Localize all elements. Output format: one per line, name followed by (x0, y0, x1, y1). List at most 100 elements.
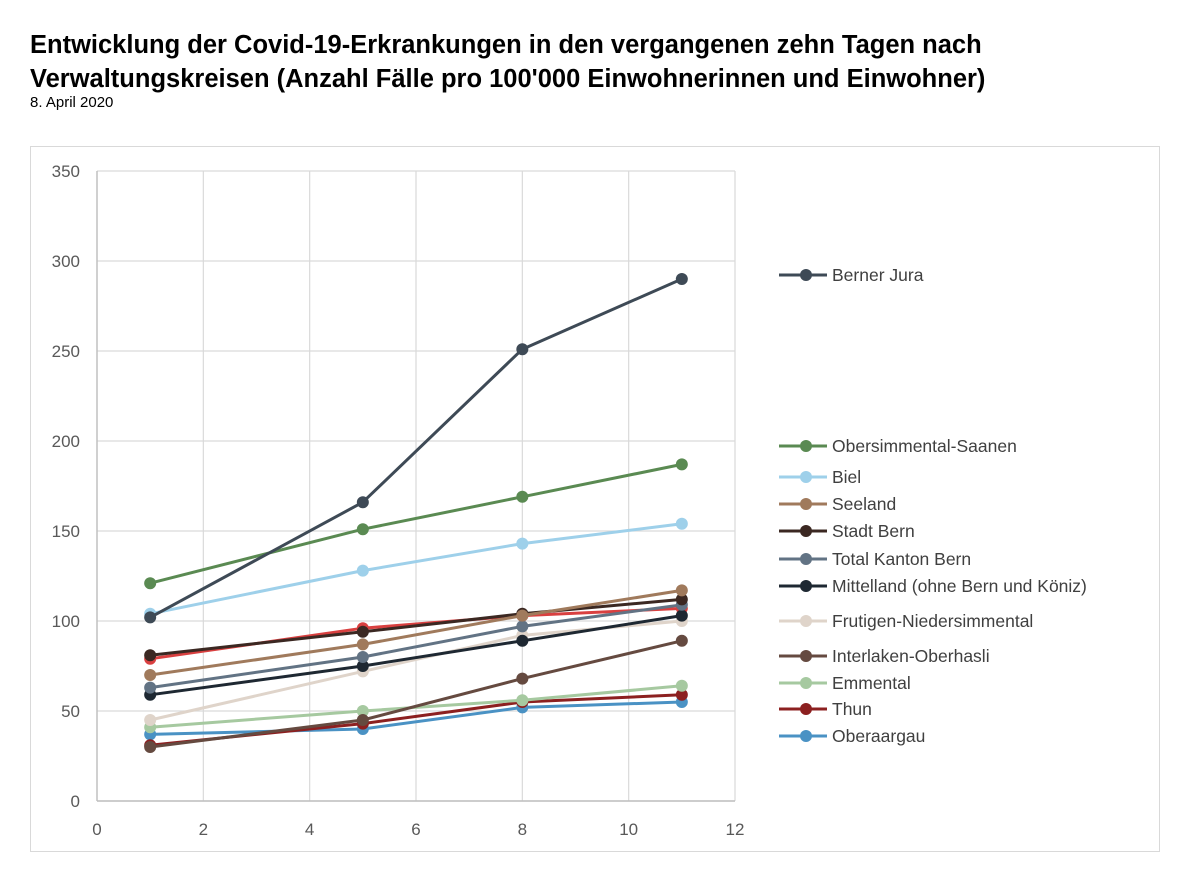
series-biel-point (516, 537, 529, 550)
y-tick-label: 350 (52, 162, 80, 181)
series-frutigen-niedersimmental-point (144, 714, 157, 726)
series-biel (144, 517, 688, 620)
legend-item-interlaken-oberhasli-label: Interlaken-Oberhasli (832, 646, 990, 666)
series-mittelland-ohne-bern-und-koeniz-point (356, 660, 369, 672)
legend-item-biel-label: Biel (832, 467, 861, 487)
series-emmental-point (516, 694, 529, 707)
legend-item-oberaargau-swatch-marker (800, 730, 812, 742)
series-seeland-point (675, 584, 688, 597)
series-seeland (144, 584, 688, 681)
series-stadt-bern-line (148, 597, 684, 657)
legend-item-total-kanton-bern-label: Total Kanton Bern (832, 549, 971, 569)
series-obersimmental-saanen-point (356, 523, 369, 536)
legend-item-obersimmental-saanen-swatch-marker (800, 440, 812, 452)
series-obersimmental-saanen-point (675, 458, 688, 471)
legend-item-total-kanton-bern: Total Kanton Bern (779, 549, 971, 569)
legend-item-biel: Biel (779, 467, 861, 487)
series-mittelland-ohne-bern-und-koeniz-line (148, 614, 684, 697)
series-berner-jura-point (516, 343, 529, 356)
series-emmental-line (148, 684, 684, 729)
series-emmental-point (675, 679, 688, 692)
series-stadt-bern-point (675, 593, 688, 606)
legend-item-emmental-swatch-marker (800, 677, 812, 689)
legend-item-seeland-swatch-marker (800, 498, 812, 510)
series-obersimmental-saanen-point (516, 490, 529, 503)
series-total-kanton-bern-point (144, 681, 157, 694)
legend-item-oberaargau: Oberaargau (779, 726, 925, 746)
legend-item-interlaken-oberhasli-swatch-marker (800, 650, 812, 662)
series-interlaken-oberhasli-point (356, 714, 369, 726)
series-berner-jura-point (356, 496, 369, 509)
y-tick-label: 150 (52, 522, 80, 541)
legend-item-emmental-label: Emmental (832, 673, 911, 693)
x-tick-label: 2 (199, 820, 208, 839)
series-obersimmental-saanen (144, 458, 688, 590)
legend-item-seeland-label: Seeland (832, 494, 896, 514)
series-berner-jura (144, 273, 688, 624)
legend-item-biel-swatch-marker (800, 471, 812, 483)
legend-item-frutigen-niedersimmental-label: Frutigen-Niedersimmental (832, 611, 1033, 631)
x-tick-label: 12 (726, 820, 745, 839)
y-tick-label: 250 (52, 342, 80, 361)
legend-item-obersimmental-saanen-label: Obersimmental-Saanen (832, 436, 1017, 456)
series-total-kanton-bern-point (356, 651, 369, 663)
legend-item-seeland: Seeland (779, 494, 896, 514)
legend-item-berner-jura: Berner Jura (779, 265, 924, 285)
series-obersimmental-saanen-line (148, 462, 684, 585)
legend-item-berner-jura-label: Berner Jura (832, 265, 924, 285)
y-tick-label: 200 (52, 432, 80, 451)
series-biel-line (148, 522, 684, 616)
series-seeland-point (356, 638, 369, 651)
x-tick-label: 4 (305, 820, 314, 839)
series-interlaken-oberhasli-point (516, 672, 529, 685)
series-total-kanton-bern (144, 598, 688, 694)
legend: Berner Jura Obersimmental-Saanen Biel Seela… (779, 265, 1087, 746)
x-tick-label: 6 (411, 820, 420, 839)
legend-item-mittelland-ohne-bern-und-koeniz-label: Mittelland (ohne Bern und Köniz) (832, 576, 1087, 596)
series-total-kanton-bern-point (516, 620, 529, 633)
chart-title: Entwicklung der Covid-19-Erkrankungen in… (30, 31, 986, 93)
legend-item-thun: Thun (779, 699, 872, 719)
series-oberaargau-line (148, 700, 684, 736)
legend-item-mittelland-ohne-bern-und-koeniz: Mittelland (ohne Bern und Köniz) (779, 576, 1087, 596)
y-tick-label: 100 (52, 612, 80, 631)
series-interlaken-oberhasli-point (144, 741, 157, 753)
series-seeland-point (516, 609, 529, 622)
legend-item-stadt-bern-label: Stadt Bern (832, 521, 915, 541)
legend-item-interlaken-oberhasli: Interlaken-Oberhasli (779, 646, 990, 666)
x-tick-label: 0 (92, 820, 101, 839)
x-tick-label: 10 (619, 820, 638, 839)
legend-item-berner-jura-swatch-marker (800, 269, 812, 281)
legend-item-thun-label: Thun (832, 699, 872, 719)
series-interlaken-oberhasli (144, 634, 688, 753)
series-obersimmental-saanen-point (144, 577, 157, 590)
y-tick-label: 50 (61, 702, 80, 721)
series-lines (144, 273, 688, 753)
series-berner-jura-point (675, 273, 688, 285)
legend-item-thun-swatch-marker (800, 703, 812, 715)
series-biel-point (356, 564, 369, 577)
legend-item-stadt-bern: Stadt Bern (779, 521, 915, 541)
legend-item-frutigen-niedersimmental-swatch-marker (800, 615, 812, 627)
series-berner-jura-line (148, 277, 684, 619)
y-tick-label: 0 (71, 792, 80, 811)
series-stadt-bern-point (356, 625, 369, 638)
series-seeland-point (144, 669, 157, 681)
series-berner-jura-point (144, 611, 157, 624)
series-interlaken-oberhasli-line (148, 639, 684, 749)
axes: 0 2 4 6 8 10 12 0 50 100 150 200 250 300 350 (52, 162, 745, 839)
chart-subtitle: 8. April 2020 (30, 94, 114, 111)
series-mittelland-ohne-bern-und-koeniz (144, 609, 688, 701)
legend-item-frutigen-niedersimmental: Frutigen-Niedersimmental (779, 611, 1033, 631)
series-seeland-line (148, 588, 684, 677)
series-mittelland-ohne-bern-und-koeniz-point (516, 634, 529, 647)
legend-item-emmental: Emmental (779, 673, 911, 693)
legend-item-mittelland-ohne-bern-und-koeniz-swatch-marker (800, 580, 812, 592)
chart-frame (30, 146, 1160, 852)
series-thun-point (675, 688, 688, 701)
series-total-kanton-bern-line (148, 603, 684, 690)
legend-item-obersimmental-saanen: Obersimmental-Saanen (779, 436, 1017, 456)
series-emmental-point (356, 705, 369, 717)
y-tick-label: 300 (52, 252, 80, 271)
